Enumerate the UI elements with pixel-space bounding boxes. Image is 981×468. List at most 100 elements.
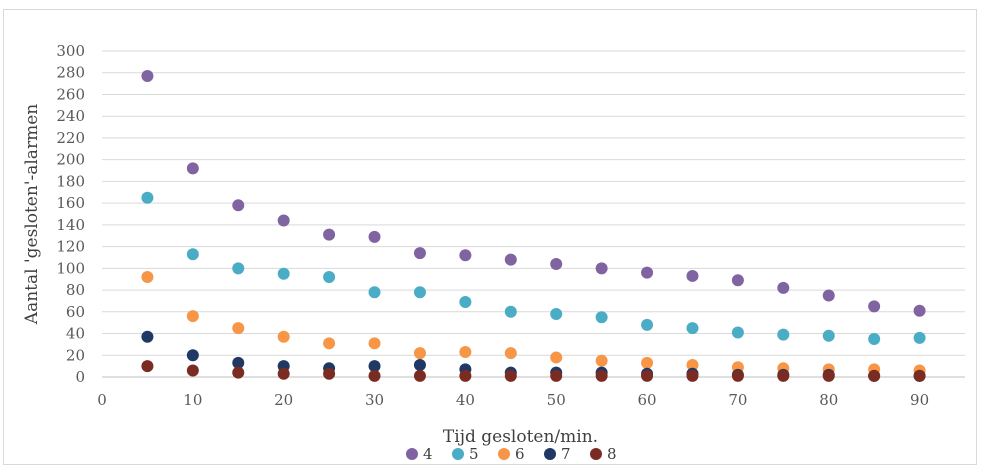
legend-label-4: 4 [423,445,433,463]
data-point-series-7 [232,356,245,369]
data-point-series-5 [277,267,290,280]
legend: 4 5 6 7 8 [406,445,617,463]
data-point-series-4 [822,289,835,302]
data-point-series-4 [595,262,608,275]
data-point-series-4 [141,69,154,82]
data-point-series-4 [186,162,199,175]
data-point-series-5 [323,271,336,284]
data-point-series-5 [186,248,199,261]
data-point-series-5 [731,326,744,339]
data-point-series-5 [141,191,154,204]
data-point-series-6 [368,337,381,350]
data-point-series-6 [459,346,472,359]
y-tick-label: 280 [56,64,85,82]
data-point-series-8 [822,369,835,382]
data-point-series-8 [277,367,290,380]
data-point-series-7 [413,359,426,372]
y-tick-label: 120 [56,238,85,256]
data-point-series-4 [232,199,245,212]
legend-label-5: 5 [469,445,479,463]
data-point-series-6 [413,347,426,360]
data-point-series-8 [731,369,744,382]
data-point-series-5 [504,305,517,318]
data-point-series-6 [186,310,199,323]
data-points [141,69,926,382]
y-tick-label: 200 [56,151,85,169]
y-tick-label: 140 [56,216,85,234]
legend-label-7: 7 [561,445,571,463]
legend-label-8: 8 [607,445,617,463]
data-point-series-8 [641,369,654,382]
data-point-series-5 [459,296,472,309]
y-tick-label: 160 [56,194,85,212]
x-axis-title: Tijd gesloten/min. [443,427,598,447]
gridlines [102,50,965,356]
x-tick-label: 90 [910,391,929,409]
data-point-series-8 [368,369,381,382]
data-point-series-4 [277,214,290,227]
legend-marker-4 [406,448,418,460]
data-point-series-8 [777,369,790,382]
data-point-series-8 [323,367,336,380]
data-point-series-7 [368,360,381,373]
data-point-series-6 [504,347,517,360]
data-point-series-5 [822,329,835,342]
x-tick-label: 20 [274,391,293,409]
data-point-series-8 [913,369,926,382]
y-tick-label: 100 [56,259,85,277]
data-point-series-6 [232,322,245,335]
data-point-series-8 [141,360,154,373]
legend-marker-8 [590,448,602,460]
data-point-series-6 [595,354,608,367]
y-axis-title: Aantal 'gesloten'-alarmen [22,104,42,325]
data-point-series-6 [641,356,654,369]
y-tick-label: 20 [66,346,85,364]
data-point-series-8 [413,369,426,382]
data-point-series-8 [186,364,199,377]
data-point-series-4 [868,300,881,313]
data-point-series-5 [550,307,563,320]
data-point-series-5 [777,328,790,341]
x-axis-ticks: 0 10 20 30 40 50 60 70 80 90 [97,391,929,409]
legend-label-6: 6 [515,445,525,463]
data-point-series-4 [413,247,426,260]
data-point-series-6 [323,337,336,350]
y-tick-label: 260 [56,85,85,103]
data-point-series-4 [686,269,699,282]
x-tick-label: 0 [97,391,107,409]
data-point-series-5 [913,331,926,344]
x-tick-label: 80 [819,391,838,409]
x-tick-label: 60 [638,391,657,409]
data-point-series-4 [368,230,381,243]
data-point-series-4 [459,249,472,262]
y-tick-label: 80 [66,281,85,299]
data-point-series-4 [777,281,790,294]
data-point-series-5 [232,262,245,275]
data-point-series-7 [186,349,199,362]
y-axis-ticks: 0 20 40 60 80 100 120 140 160 180 200 220 240 260 280 3… [56,42,85,386]
data-point-series-6 [686,359,699,372]
legend-marker-5 [452,448,464,460]
data-point-series-8 [504,369,517,382]
x-tick-label: 40 [456,391,475,409]
data-point-series-8 [550,369,563,382]
data-point-series-4 [550,257,563,270]
data-point-series-8 [232,366,245,379]
data-point-series-4 [323,228,336,241]
data-point-series-5 [413,286,426,299]
data-point-series-7 [141,330,154,343]
data-point-series-6 [550,351,563,364]
data-point-series-5 [868,332,881,345]
data-point-series-4 [731,274,744,287]
data-point-series-6 [277,330,290,343]
data-point-series-5 [641,318,654,331]
data-point-series-8 [868,369,881,382]
data-point-series-8 [459,369,472,382]
data-point-series-4 [504,253,517,266]
data-point-series-5 [368,286,381,299]
y-tick-label: 0 [75,368,85,386]
legend-marker-6 [498,448,510,460]
x-tick-label: 30 [365,391,384,409]
data-point-series-4 [641,266,654,279]
